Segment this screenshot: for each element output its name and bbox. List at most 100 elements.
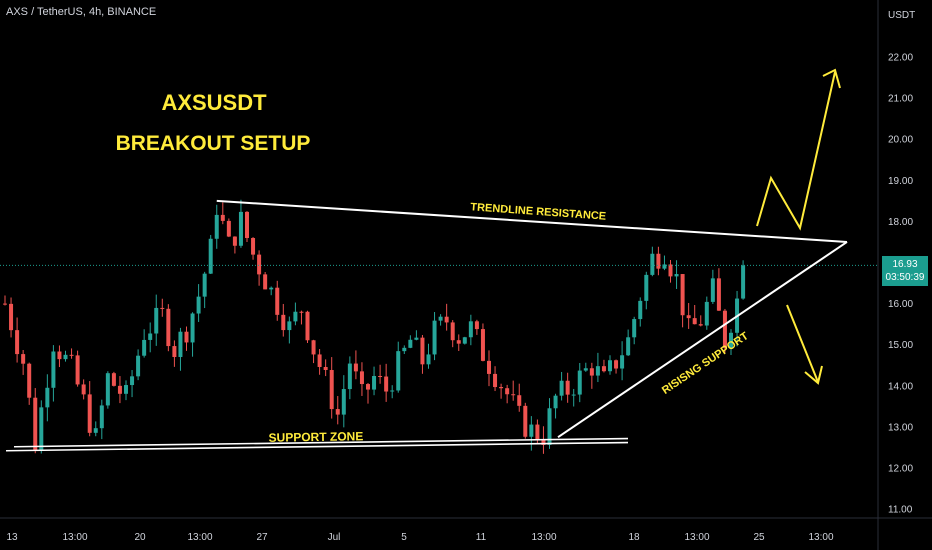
x-tick-label: 13 — [6, 532, 18, 543]
candle-body — [511, 394, 516, 396]
candle-body — [499, 387, 504, 389]
candle-body — [468, 321, 473, 338]
candle-body — [281, 314, 286, 331]
candle-body — [505, 388, 510, 395]
chart-subtitle: BREAKOUT SETUP — [116, 132, 311, 155]
candle-body — [93, 428, 98, 433]
candle-body — [208, 238, 213, 274]
candle-body — [686, 315, 691, 319]
candle-body — [202, 273, 207, 297]
candle-body — [577, 370, 582, 395]
candle-body — [172, 346, 177, 358]
bar-countdown: 03:50:39 — [885, 272, 925, 283]
y-tick-label: 19.00 — [888, 176, 913, 187]
candle-body — [547, 408, 552, 445]
candle-body — [323, 366, 328, 371]
candle-body — [535, 424, 540, 440]
candle-body — [626, 337, 631, 356]
candle-body — [402, 347, 407, 352]
candle-body — [21, 354, 26, 364]
rising-support-label: RISISNG SUPPORT — [660, 330, 751, 397]
bullish-scenario-path — [756, 71, 836, 231]
candle-body — [359, 371, 364, 385]
candle-body — [656, 253, 661, 269]
candle-body — [245, 211, 249, 239]
candle-body — [692, 318, 697, 325]
candle-body — [275, 287, 280, 315]
x-tick-label: 25 — [753, 532, 765, 543]
candle-body — [378, 375, 383, 377]
candle-body — [51, 351, 56, 388]
candle-body — [190, 313, 195, 343]
candle-body — [154, 307, 159, 334]
candle-body — [571, 394, 576, 396]
candle-body — [111, 373, 116, 386]
rising-support-line — [557, 241, 848, 439]
candle-body — [366, 384, 370, 390]
candle-body — [487, 360, 491, 374]
candle-body — [595, 366, 600, 376]
candle-body — [553, 395, 558, 409]
candle-body — [105, 373, 110, 406]
y-tick-label: 22.00 — [888, 53, 913, 64]
current-price: 16.93 — [892, 259, 918, 270]
candle-body — [251, 238, 256, 255]
candle-body — [729, 332, 733, 348]
x-tick-label: 13:00 — [684, 532, 709, 543]
current-price-tag: 16.93 03:50:39 — [882, 256, 928, 286]
bearish-scenario-path — [786, 304, 819, 383]
candle-body — [130, 376, 135, 386]
candle-body — [432, 320, 437, 355]
x-tick-label: 20 — [134, 532, 146, 543]
candle-body — [9, 303, 14, 331]
candle-body — [69, 354, 74, 356]
candle-body — [444, 316, 449, 323]
candle-body — [232, 236, 237, 246]
candle-body — [722, 310, 727, 348]
support-zone-label: SUPPORT ZONE — [268, 429, 363, 445]
candle-body — [335, 409, 340, 415]
candle-body — [214, 214, 219, 239]
candle-body — [493, 373, 498, 388]
candle-body — [27, 363, 32, 398]
candle-body — [87, 394, 92, 433]
candle-body — [299, 311, 304, 313]
candle-body — [238, 211, 243, 246]
candle-body — [305, 311, 310, 341]
candle-body — [704, 301, 709, 326]
candle-body — [632, 319, 637, 338]
bullish-arrowhead — [822, 68, 841, 89]
y-tick-label: 15.00 — [888, 340, 913, 351]
candle-body — [644, 274, 649, 301]
candle-body — [353, 363, 358, 372]
candle-body — [311, 340, 316, 355]
candle-body — [196, 296, 201, 314]
candle-body — [142, 339, 147, 356]
candle-body — [3, 303, 7, 305]
candle-body — [438, 316, 443, 321]
y-tick-label: 13.00 — [888, 422, 913, 433]
candle-body — [517, 395, 522, 406]
candle-body — [450, 322, 455, 341]
candle-body — [390, 390, 395, 392]
candle-body — [33, 397, 38, 451]
candle-body — [396, 351, 401, 391]
x-tick-label: 27 — [256, 532, 268, 543]
x-tick-label: 13:00 — [187, 532, 212, 543]
candle-body — [226, 220, 231, 237]
y-tick-label: 12.00 — [888, 464, 913, 475]
candle-body — [420, 337, 425, 365]
bearish-arrowhead — [804, 365, 823, 385]
candle-body — [668, 264, 673, 277]
candle-body — [523, 405, 528, 437]
symbol-header: AXS / TetherUS, 4h, BINANCE — [6, 6, 157, 18]
candle-body — [15, 330, 20, 355]
candle-body — [57, 351, 62, 360]
candle-body — [384, 376, 389, 392]
candle-body — [614, 360, 619, 369]
candle-body — [293, 311, 298, 322]
candle-body — [541, 439, 546, 445]
candle-body — [75, 355, 80, 385]
candle-body — [583, 368, 588, 371]
